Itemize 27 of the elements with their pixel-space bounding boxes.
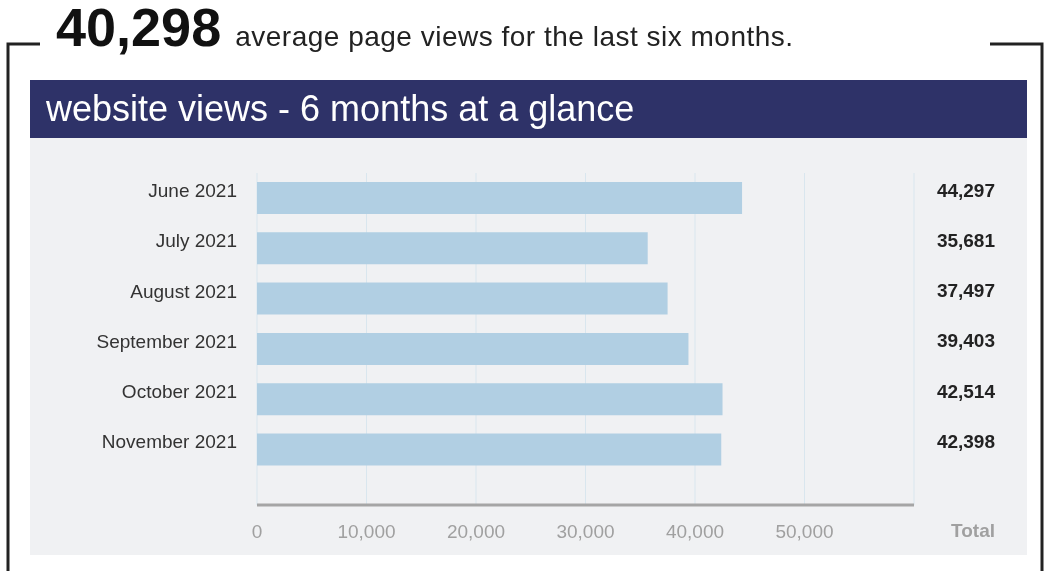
bar bbox=[257, 433, 722, 466]
y-tick-label: November 2021 bbox=[101, 431, 237, 453]
data-label: 42,514 bbox=[936, 380, 996, 402]
y-tick-label: July 2021 bbox=[155, 230, 237, 252]
y-tick-label: June 2021 bbox=[148, 179, 237, 201]
chart-title: 40,298 average page views for the last six months. bbox=[56, 0, 794, 57]
x-tick-label: 40,000 bbox=[665, 521, 725, 543]
bar bbox=[257, 232, 648, 265]
bar bbox=[257, 282, 668, 315]
x-tick-label: 0 bbox=[251, 521, 263, 543]
data-label: 35,681 bbox=[936, 229, 996, 251]
x-tick-label: 50,000 bbox=[775, 521, 834, 543]
chart-subtitle: website views - 6 months at a glance bbox=[30, 80, 1027, 138]
data-label: 44,297 bbox=[936, 179, 995, 201]
bar bbox=[257, 383, 723, 416]
x-tick-label: 30,000 bbox=[556, 521, 615, 543]
y-tick-label: October 2021 bbox=[121, 381, 237, 403]
data-label: 37,497 bbox=[936, 280, 995, 302]
bar bbox=[257, 332, 689, 365]
text: Total bbox=[951, 520, 995, 541]
x-tick-label: 20,000 bbox=[446, 521, 506, 543]
y-tick-label: September 2021 bbox=[96, 330, 237, 352]
data-label: 39,403 bbox=[936, 330, 995, 352]
x-tick-label: 10,000 bbox=[337, 521, 396, 543]
y-tick-label: August 2021 bbox=[130, 280, 237, 302]
data-label: 42,398 bbox=[936, 431, 995, 453]
bar bbox=[257, 182, 743, 214]
